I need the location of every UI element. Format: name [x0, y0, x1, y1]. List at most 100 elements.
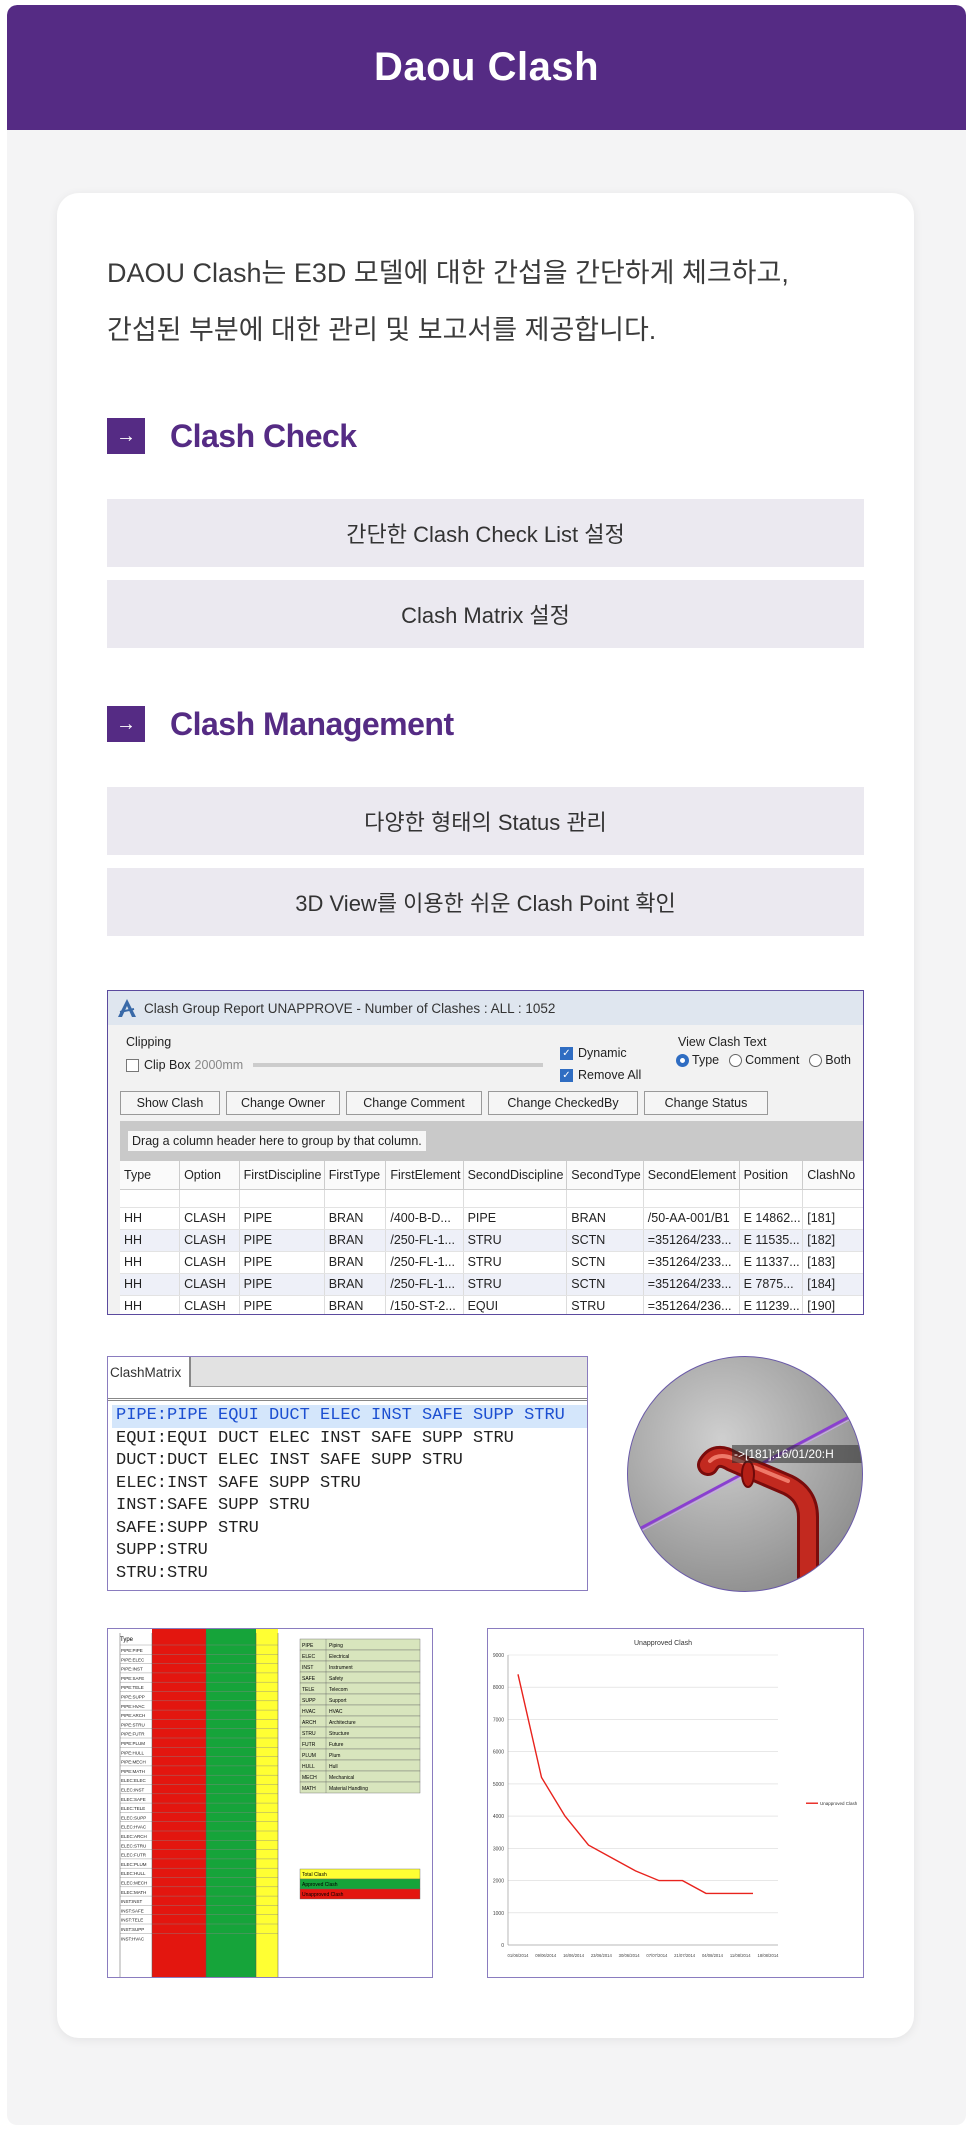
table-cell: SCTN [566, 1229, 644, 1252]
total-label: Unapproved Clash [302, 1892, 344, 1898]
legend-row [299, 1759, 421, 1772]
y-tick-label: 6000 [493, 1750, 504, 1756]
column-header[interactable]: Type [120, 1161, 181, 1190]
column-header[interactable]: SecondDiscipline [463, 1161, 568, 1190]
clash-spreadsheet-screenshot: Type PIPE:PIPE PIPE:ELEC PIPE:INST PIPE:SAFE… [107, 1628, 433, 1978]
intro-text: DAOU Clash는 E3D 모델에 대한 간섭을 간단하게 체크하고, 간섭… [107, 245, 867, 359]
radio-both[interactable]: Both [809, 1053, 851, 1068]
legend-code: PIPE [302, 1643, 314, 1649]
sheet-row-label: PIPE:HULL [121, 1750, 145, 1755]
table-cell: /400-B-D... [385, 1207, 464, 1230]
report-title: Clash Group Report UNAPPROVE - Number of… [144, 1000, 556, 1016]
sheet-row-label: ELEC:HULL [121, 1871, 146, 1876]
page-frame: Daou Clash DAOU Clash는 E3D 모델에 대한 간섭을 간단… [7, 5, 966, 2125]
column-header[interactable]: Position [739, 1161, 804, 1190]
matrix-line[interactable]: SUPP:STRU [116, 1541, 208, 1560]
table-cell: PIPE [239, 1273, 325, 1296]
show-clash-button[interactable]: Show Clash [120, 1091, 220, 1115]
table-cell: =351264/233... [643, 1229, 740, 1252]
table-row[interactable]: HH CLASH PIPE BRAN/250-FL-1... STRU SCTN =3512… [120, 1251, 863, 1274]
legend-row [299, 1693, 421, 1706]
x-tick-label: 23/06/2014 [591, 1953, 613, 1958]
legend-name: Safety [329, 1676, 344, 1682]
clip-box-checkbox[interactable]: Clip Box 2000mm [126, 1058, 243, 1072]
sheet-row-label: PIPE:PIPE [121, 1648, 143, 1653]
arrow-right-icon: → [107, 706, 145, 742]
clip-box-value: 2000mm [194, 1058, 244, 1072]
x-tick-label: 18/08/2014 [758, 1953, 780, 1958]
matrix-line[interactable]: STRU:STRU [116, 1563, 208, 1583]
clash-point-label: ->[181]:16/01/20:H [734, 1447, 834, 1461]
matrix-line[interactable]: EQUI:EQUI DUCT ELEC INST SAFE SUPP STRU [116, 1428, 514, 1448]
y-tick-label: 3000 [493, 1846, 504, 1852]
sheet-row-label: ELEC:SUPP [121, 1815, 146, 1820]
clip-slider[interactable] [253, 1063, 543, 1067]
table-cell: HH [120, 1207, 181, 1230]
y-tick-label: 2000 [493, 1879, 504, 1885]
table-cell: =351264/233... [643, 1273, 740, 1296]
dynamic-checkbox[interactable]: ✓ Dynamic [560, 1046, 627, 1060]
legend-row [299, 1671, 421, 1684]
arrow-right-icon: → [107, 418, 145, 454]
legend-name: Material Handling [329, 1786, 368, 1792]
group-by-area[interactable]: Drag a column header here to group by th… [120, 1121, 863, 1161]
column-header[interactable]: FirstType [324, 1161, 387, 1190]
matrix-line[interactable]: PIPE:PIPE EQUI DUCT ELEC INST SAFE SUPP … [112, 1405, 587, 1428]
report-toolbar: Show Clash Change Owner Change Comment C… [120, 1091, 768, 1115]
matrix-line[interactable]: ELEC:INST SAFE SUPP STRU [116, 1473, 361, 1493]
change-status-button[interactable]: Change Status [644, 1091, 768, 1115]
table-cell: STRU [463, 1251, 568, 1274]
sheet-row-label: PIPE:SUPP [121, 1695, 145, 1700]
table-cell: BRAN [324, 1207, 387, 1230]
series-line [517, 1674, 753, 1895]
legend-name: Piping [329, 1643, 343, 1649]
sheet-row-label: INST:SAFE [121, 1908, 144, 1913]
radio-comment[interactable]: Comment [729, 1053, 799, 1068]
tab-clash-matrix[interactable]: ClashMatrix [108, 1357, 191, 1387]
table-cell: =351264/236... [643, 1295, 740, 1314]
check-icon: ✓ [560, 1068, 573, 1082]
table-cell: [181] [802, 1207, 863, 1230]
legend-row [299, 1715, 421, 1728]
y-tick-label: 0 [501, 1943, 504, 1949]
sheet-row-label: PIPE:ELEC [121, 1657, 145, 1662]
change-comment-button[interactable]: Change Comment [346, 1091, 482, 1115]
legend-code: ELEC [302, 1654, 315, 1660]
section-title: Clash Management [170, 705, 454, 742]
table-cell: CLASH [179, 1229, 240, 1252]
legend-name: Electrical [329, 1654, 349, 1660]
table-row[interactable]: HH CLASH PIPE BRAN/250-FL-1... STRU SCTN =3512… [120, 1273, 863, 1296]
sheet-row-label: PIPE:PLUM [121, 1741, 145, 1746]
legend-code: HVAC [302, 1709, 316, 1715]
radio-type[interactable]: Type [676, 1053, 719, 1068]
table-row[interactable]: HH CLASH PIPE BRAN/250-FL-1... STRU SCTN =3512… [120, 1229, 863, 1252]
change-owner-button[interactable]: Change Owner [226, 1091, 340, 1115]
legend-label: Unapproved Clash [820, 1801, 858, 1806]
table-row[interactable]: HH CLASH PIPE BRAN/400-B-D... PIPE BRAN/50-AA… [120, 1207, 863, 1230]
column-header[interactable]: FirstDiscipline [239, 1161, 325, 1190]
table-cell: PIPE [239, 1295, 325, 1314]
feature-item: 3D View를 이용한 쉬운 Clash Point 확인 [107, 868, 864, 936]
table-cell: STRU [463, 1273, 568, 1296]
remove-all-checkbox[interactable]: ✓ Remove All [560, 1068, 641, 1082]
sheet-row-label: PIPE:MATH [121, 1769, 145, 1774]
table-cell: PIPE [239, 1229, 325, 1252]
table-cell: STRU [566, 1295, 644, 1314]
section-clash-check: → Clash Check [107, 416, 357, 456]
column-header[interactable]: SecondType [566, 1161, 644, 1190]
sheet-row-label: ELEC:SAFE [121, 1797, 146, 1802]
change-checkedby-button[interactable]: Change CheckedBy [488, 1091, 638, 1115]
column-header[interactable]: SecondElement [643, 1161, 740, 1190]
legend-code: MATH [302, 1786, 316, 1792]
matrix-line[interactable]: DUCT:DUCT ELEC INST SAFE SUPP STRU [116, 1451, 463, 1470]
sheet-row-label: ELEC:HVAC [121, 1825, 147, 1830]
matrix-line[interactable]: INST:SAFE SUPP STRU [116, 1496, 310, 1515]
clash-report-screenshot: Clash Group Report UNAPPROVE - Number of… [107, 990, 864, 1315]
column-header[interactable]: FirstElement [385, 1161, 464, 1190]
matrix-line[interactable]: SAFE:SUPP STRU [116, 1518, 259, 1538]
table-row[interactable]: HH CLASH PIPE BRAN/150-ST-2... EQUI STRU =3512… [120, 1295, 863, 1314]
column-header[interactable]: Option [179, 1161, 240, 1190]
legend-row [299, 1726, 421, 1739]
column-header[interactable]: ClashNo [802, 1161, 863, 1190]
x-tick-label: 30/06/2014 [619, 1953, 641, 1958]
